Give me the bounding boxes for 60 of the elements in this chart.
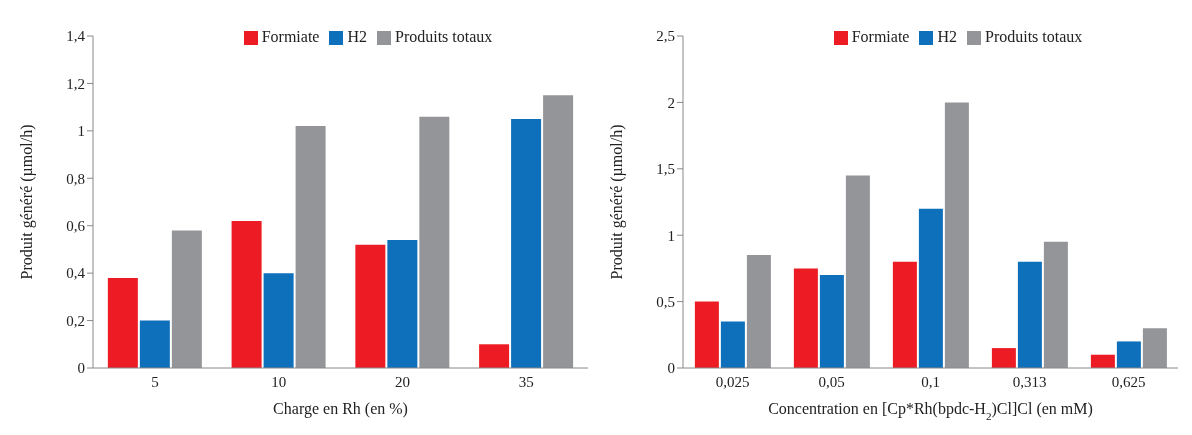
x-tick-label: 20 (394, 373, 410, 390)
x-tick-label: 0,025 (715, 373, 750, 390)
y-tick-label: 1,2 (66, 75, 85, 92)
y-tick-label: 0 (77, 360, 85, 377)
x-tick-label: 5 (151, 373, 159, 390)
x-tick-label: 0,313 (1012, 373, 1047, 390)
legend-label: H2 (937, 28, 957, 45)
y-tick-label: 0,4 (66, 265, 86, 282)
bar (231, 220, 262, 368)
bar (171, 230, 202, 368)
bar (1017, 261, 1042, 368)
x-axis-title: Charge en Rh (en %) (273, 400, 408, 418)
bar (355, 244, 386, 368)
bar (845, 175, 870, 368)
legend-label: Formiate (261, 28, 320, 45)
bar (694, 301, 719, 368)
y-tick-label: 1 (667, 227, 675, 244)
bar (1142, 328, 1167, 368)
legend-label: Produits totaux (984, 28, 1083, 45)
bar (892, 261, 917, 368)
y-tick-label: 2 (667, 94, 675, 111)
legend-label: Formiate (851, 28, 910, 45)
bar (479, 344, 510, 368)
y-tick-label: 0,5 (656, 293, 675, 310)
x-tick-label: 0,05 (818, 373, 845, 390)
bar (387, 239, 418, 368)
bar (107, 277, 138, 368)
bar (720, 321, 745, 368)
x-tick-label: 35 (518, 373, 534, 390)
bar (793, 268, 818, 368)
bar (991, 348, 1016, 368)
x-tick-label: 10 (271, 373, 287, 390)
y-tick-label: 0,8 (66, 170, 85, 187)
bar (918, 208, 943, 368)
bar (419, 116, 450, 368)
bar (944, 102, 969, 368)
y-tick-label: 1,4 (66, 28, 86, 45)
bar (511, 119, 542, 368)
y-tick-label: 0,2 (66, 312, 85, 329)
legend-label: Produits totaux (394, 28, 493, 45)
y-axis-title: Produit généré (µmol/h) (607, 124, 626, 280)
x-axis-title: Concentration en [Cp*Rh(bpdc-H$_{2}$)Cl]Cl (en mM) (768, 400, 1093, 422)
bar (263, 273, 294, 368)
x-tick-label: 0,1 (921, 373, 940, 390)
x-tick-label: 0,625 (1111, 373, 1146, 390)
y-axis-title: Produit généré (µmol/h) (17, 124, 36, 280)
bar (1090, 354, 1115, 368)
y-tick-label: 0 (667, 360, 675, 377)
bar (295, 126, 326, 368)
y-tick-label: 0,6 (66, 218, 86, 235)
y-tick-label: 1 (77, 123, 85, 140)
y-tick-label: 2,5 (656, 28, 675, 45)
legend-label: H2 (347, 28, 367, 45)
bar (543, 95, 574, 368)
bar (1116, 341, 1141, 368)
bar (139, 320, 170, 368)
bar (746, 255, 771, 368)
bar (819, 275, 844, 368)
bar (1043, 241, 1068, 368)
y-tick-label: 1,5 (656, 161, 675, 178)
